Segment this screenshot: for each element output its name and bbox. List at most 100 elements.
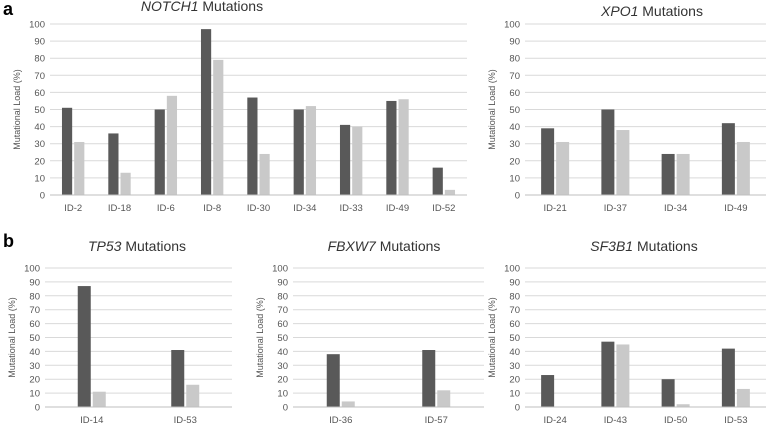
panel-label-b: b bbox=[3, 231, 14, 251]
bar-id-43-series-1 bbox=[601, 341, 615, 407]
y-tick-label: 60 bbox=[509, 88, 520, 99]
x-tick-label: ID-43 bbox=[604, 415, 627, 426]
x-tick-label: ID-50 bbox=[664, 415, 687, 426]
x-tick-label: ID-34 bbox=[664, 203, 687, 214]
bar-id-33-series-2 bbox=[352, 126, 363, 195]
x-tick-label: ID-36 bbox=[329, 415, 352, 426]
bar-id-53-series-2 bbox=[186, 384, 200, 407]
bar-id-34-series-2 bbox=[305, 106, 317, 195]
chart-title: TP53 Mutations bbox=[88, 238, 186, 254]
y-tick-label: 70 bbox=[277, 305, 288, 316]
bar-id-2-series-2 bbox=[74, 141, 85, 195]
bar-id-6-series-1 bbox=[154, 109, 165, 195]
y-tick-label: 0 bbox=[283, 403, 288, 414]
chart-title: FBXW7 Mutations bbox=[328, 238, 441, 254]
y-tick-label: 0 bbox=[515, 403, 520, 414]
y-tick-label: 10 bbox=[509, 173, 520, 184]
y-tick-label: 80 bbox=[29, 291, 40, 302]
y-axis-label: Mutational Load (%) bbox=[7, 297, 17, 378]
bar-id-37-series-2 bbox=[616, 130, 630, 195]
bar-id-24-series-1 bbox=[541, 375, 555, 407]
bar-id-14-series-2 bbox=[92, 391, 106, 407]
bar-id-52-series-1 bbox=[432, 167, 443, 195]
y-tick-label: 90 bbox=[509, 277, 520, 288]
x-tick-label: ID-53 bbox=[174, 415, 197, 426]
y-tick-label: 90 bbox=[29, 277, 40, 288]
bar-id-8-series-1 bbox=[200, 29, 212, 195]
chart-title: NOTCH1 Mutations bbox=[141, 0, 263, 14]
chart-title-gene: SF3B1 bbox=[590, 238, 633, 254]
y-tick-label: 0 bbox=[35, 403, 40, 414]
bar-id-30-series-1 bbox=[247, 97, 258, 195]
bar-id-52-series-2 bbox=[444, 189, 456, 195]
bar-id-34-series-2 bbox=[676, 153, 690, 195]
y-tick-label: 60 bbox=[277, 319, 288, 330]
x-tick-label: ID-21 bbox=[544, 203, 567, 214]
chart-title-suffix: Mutations bbox=[633, 238, 698, 254]
chart-title-gene: NOTCH1 bbox=[141, 0, 199, 14]
charts-container: NOTCH1 Mutations0102030405060708090100Mu… bbox=[7, 0, 766, 426]
x-tick-label: ID-2 bbox=[64, 203, 82, 214]
y-tick-label: 40 bbox=[34, 122, 45, 133]
bar-id-8-series-2 bbox=[213, 59, 224, 195]
y-tick-label: 70 bbox=[509, 305, 520, 316]
bar-id-18-series-1 bbox=[108, 133, 119, 195]
y-tick-label: 10 bbox=[34, 173, 45, 184]
y-tick-label: 50 bbox=[509, 333, 520, 344]
bar-id-34-series-1 bbox=[661, 153, 675, 195]
y-tick-label: 40 bbox=[509, 122, 520, 133]
bar-id-36-series-1 bbox=[326, 354, 340, 407]
y-tick-label: 70 bbox=[509, 71, 520, 82]
x-tick-label: ID-33 bbox=[340, 203, 363, 214]
chart-title-suffix: Mutations bbox=[121, 238, 186, 254]
chart-title-suffix: Mutations bbox=[198, 0, 263, 14]
chart-xpo1: XPO1 Mutations 0 10 20 30 40 50 60 70 80 90 100 Muta… bbox=[487, 3, 766, 214]
bar-id-6-series-2 bbox=[166, 95, 178, 195]
bar-id-30-series-2 bbox=[259, 153, 270, 195]
y-tick-label: 60 bbox=[34, 88, 45, 99]
y-tick-label: 40 bbox=[29, 347, 40, 358]
bar-id-53-series-1 bbox=[171, 350, 185, 407]
chart-fbxw7: FBXW7 Mutations 0 10 20 30 40 50 60 70 80 90 100 Mut… bbox=[255, 238, 484, 426]
y-tick-label: 100 bbox=[24, 264, 40, 275]
bar-id-50-series-2 bbox=[676, 404, 690, 407]
x-tick-label: ID-49 bbox=[386, 203, 409, 214]
y-tick-label: 0 bbox=[40, 191, 45, 202]
y-tick-label: 30 bbox=[509, 139, 520, 150]
y-tick-label: 40 bbox=[509, 347, 520, 358]
y-tick-label: 80 bbox=[509, 291, 520, 302]
x-tick-label: ID-6 bbox=[157, 203, 175, 214]
bar-id-18-series-2 bbox=[120, 172, 131, 195]
x-tick-label: ID-34 bbox=[293, 203, 316, 214]
y-tick-label: 30 bbox=[509, 361, 520, 372]
y-axis-label: Mutational Load (%) bbox=[12, 69, 22, 150]
bar-id-57-series-1 bbox=[422, 350, 436, 407]
y-tick-label: 90 bbox=[34, 37, 45, 48]
bar-id-36-series-2 bbox=[341, 401, 355, 407]
x-tick-label: ID-14 bbox=[80, 415, 103, 426]
y-tick-label: 20 bbox=[29, 375, 40, 386]
x-tick-label: ID-18 bbox=[108, 203, 131, 214]
y-axis-label: Mutational Load (%) bbox=[487, 69, 497, 150]
y-tick-label: 50 bbox=[509, 105, 520, 116]
x-tick-label: ID-53 bbox=[724, 415, 747, 426]
bar-id-43-series-2 bbox=[616, 344, 630, 407]
chart-title-suffix: Mutations bbox=[376, 238, 441, 254]
y-tick-label: 50 bbox=[34, 105, 45, 116]
bar-id-49-series-2 bbox=[398, 99, 409, 195]
y-tick-label: 50 bbox=[29, 333, 40, 344]
bar-id-57-series-2 bbox=[437, 390, 451, 407]
y-tick-label: 10 bbox=[509, 389, 520, 400]
y-tick-label: 60 bbox=[29, 319, 40, 330]
y-tick-label: 10 bbox=[29, 389, 40, 400]
x-tick-label: ID-30 bbox=[247, 203, 270, 214]
chart-title-gene: FBXW7 bbox=[328, 238, 377, 254]
y-tick-label: 70 bbox=[29, 305, 40, 316]
y-tick-label: 20 bbox=[509, 156, 520, 167]
y-tick-label: 0 bbox=[515, 191, 520, 202]
bar-id-53-series-1 bbox=[721, 348, 735, 407]
x-tick-label: ID-8 bbox=[203, 203, 221, 214]
y-tick-label: 90 bbox=[509, 37, 520, 48]
panel-label-a: a bbox=[3, 0, 14, 19]
chart-title: SF3B1 Mutations bbox=[590, 238, 697, 254]
